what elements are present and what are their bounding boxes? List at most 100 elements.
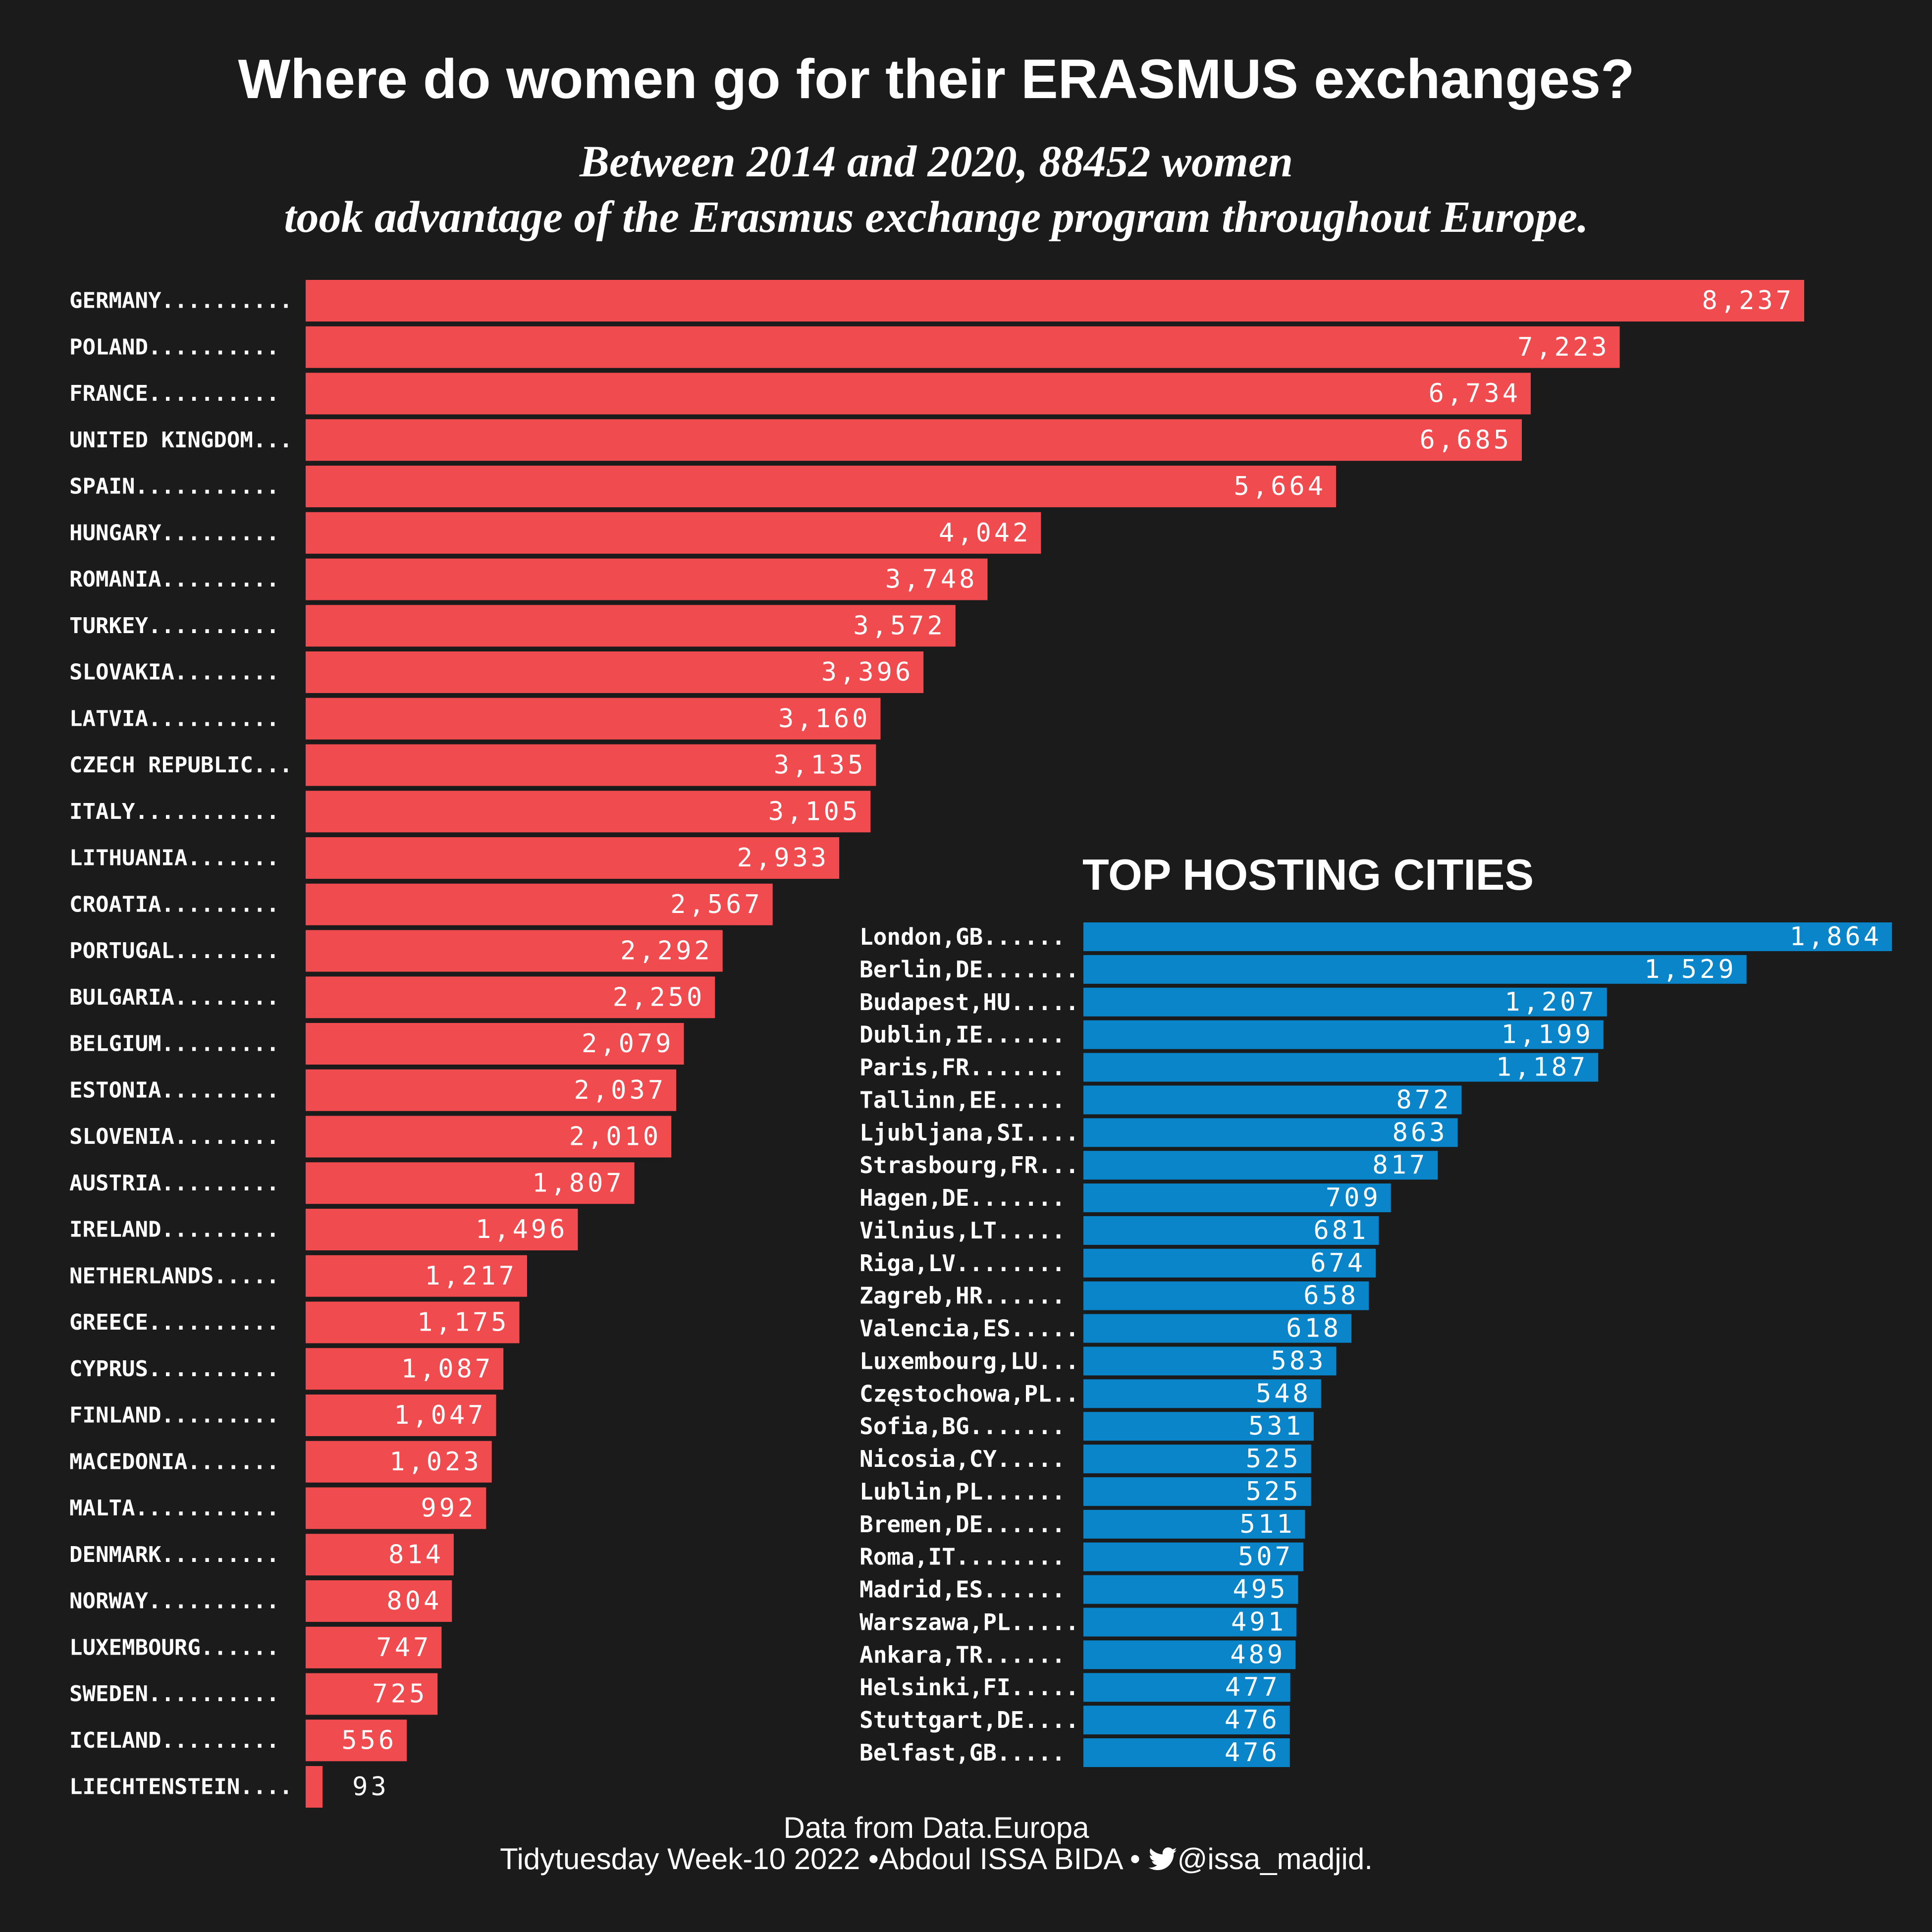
country-bar [306, 1673, 438, 1715]
country-label: CYPRUS.......... [69, 1356, 279, 1382]
credit-text: Tidytuesday Week-10 2022 •Abdoul ISSA BI… [500, 1842, 1149, 1876]
city-bar [1083, 955, 1747, 984]
country-bar [306, 1069, 677, 1111]
country-value-label: 725 [372, 1679, 428, 1709]
country-bar [306, 1209, 578, 1250]
city-value-label: 511 [1239, 1509, 1295, 1539]
city-bar [1083, 1640, 1296, 1669]
country-value-label: 3,135 [774, 751, 866, 780]
city-label: Paris,FR....... [859, 1054, 1065, 1081]
country-bar [306, 1441, 492, 1483]
city-bar [1083, 1509, 1305, 1539]
city-label: Belfast,GB..... [859, 1739, 1065, 1766]
country-label: FRANCE.......... [69, 381, 279, 406]
country-value-label: 1,175 [417, 1308, 510, 1338]
country-label: SWEDEN.......... [69, 1681, 279, 1707]
country-bar [306, 326, 1620, 368]
country-label: NETHERLANDS..... [69, 1263, 279, 1288]
country-label: CZECH REPUBLIC... [69, 752, 292, 778]
country-label: MACEDONIA....... [69, 1449, 279, 1474]
country-value-label: 2,037 [574, 1075, 667, 1105]
city-label: Strasbourg,FR... [859, 1152, 1079, 1179]
country-value-label: 1,496 [476, 1215, 568, 1244]
country-value-label: 6,685 [1419, 425, 1512, 455]
country-label: UNITED KINGDOM... [69, 428, 292, 453]
country-value-label: 2,567 [670, 890, 763, 919]
country-value-label: 8,237 [1702, 286, 1794, 316]
city-bar [1083, 1608, 1296, 1637]
country-label: ROMANIA......... [69, 567, 279, 592]
country-value-label: 5,664 [1234, 472, 1327, 501]
country-bar [306, 1162, 635, 1204]
country-bar [306, 1766, 323, 1808]
city-value-label: 618 [1286, 1314, 1342, 1343]
country-value-label: 2,933 [737, 843, 830, 873]
city-bar [1083, 1216, 1379, 1245]
city-label: Madrid,ES...... [859, 1576, 1065, 1603]
country-value-label: 1,047 [394, 1400, 486, 1430]
city-bar-chart: London,GB...... 1,864 Berlin,DE....... 1,52… [859, 922, 1892, 1768]
city-bar [1083, 1118, 1458, 1147]
city-label: London,GB...... [859, 923, 1065, 950]
country-label: POLAND.......... [69, 334, 279, 360]
city-label: Ankara,TR...... [859, 1641, 1065, 1668]
country-label: ITALY........... [69, 799, 279, 824]
city-bar [1083, 922, 1892, 951]
twitter-bird-icon [1148, 1847, 1177, 1871]
city-value-label: 507 [1238, 1542, 1293, 1572]
city-bar [1083, 1738, 1290, 1767]
country-bar [306, 280, 1804, 322]
country-bar [306, 1255, 527, 1297]
city-value-label: 709 [1326, 1183, 1381, 1213]
country-label: BELGIUM......... [69, 1031, 279, 1057]
country-bar [306, 1395, 496, 1436]
country-value-label: 2,250 [613, 982, 705, 1012]
city-value-label: 531 [1248, 1411, 1304, 1441]
country-bar-chart: GERMANY.......... 8,237 POLAND.......... 7,… [69, 280, 1804, 1808]
chart-title: Where do women go for their ERASMUS exch… [238, 48, 1635, 110]
city-label: Bremen,DE...... [859, 1511, 1065, 1538]
country-value-label: 3,105 [768, 797, 861, 826]
city-bar [1083, 1151, 1438, 1180]
country-value-label: 4,042 [939, 518, 1031, 548]
city-value-label: 495 [1233, 1575, 1288, 1605]
city-value-label: 489 [1230, 1640, 1286, 1669]
city-bar [1083, 1314, 1352, 1343]
city-value-label: 681 [1313, 1216, 1369, 1245]
country-label: PORTUGAL........ [69, 938, 279, 964]
city-bar [1083, 1020, 1604, 1049]
city-bar [1083, 1575, 1298, 1604]
source-caption: Data from Data.Europa [783, 1811, 1089, 1844]
country-bar [306, 1580, 452, 1622]
country-label: ICELAND......... [69, 1728, 279, 1753]
country-label: AUSTRIA......... [69, 1171, 279, 1196]
country-bar [306, 930, 723, 972]
city-label: Valencia,ES..... [859, 1315, 1079, 1342]
country-bar [306, 698, 881, 740]
country-bar [306, 1487, 486, 1529]
country-label: MALTA........... [69, 1496, 279, 1521]
country-bar [306, 1534, 454, 1576]
country-label: GERMANY.......... [69, 288, 292, 314]
city-value-label: 525 [1246, 1444, 1301, 1474]
country-value-label: 93 [352, 1772, 389, 1802]
country-bar [306, 744, 876, 786]
country-label: CROATIA......... [69, 892, 279, 917]
city-label: Riga,LV........ [859, 1250, 1065, 1277]
country-bar [306, 605, 956, 647]
country-bar [306, 1348, 504, 1390]
city-label: Częstochowa,PL.. [859, 1380, 1079, 1407]
country-value-label: 6,734 [1428, 379, 1521, 409]
country-value-label: 1,023 [389, 1447, 482, 1477]
city-bar [1083, 1477, 1311, 1506]
city-bar [1083, 987, 1607, 1017]
city-bar [1083, 1085, 1462, 1115]
city-bar [1083, 1281, 1369, 1310]
city-value-label: 1,864 [1789, 922, 1882, 952]
country-value-label: 814 [388, 1540, 444, 1569]
city-bar [1083, 1346, 1337, 1376]
country-bar [306, 558, 988, 600]
city-value-label: 583 [1271, 1346, 1327, 1376]
city-label: Roma,IT........ [859, 1544, 1065, 1570]
country-bar [306, 791, 871, 833]
